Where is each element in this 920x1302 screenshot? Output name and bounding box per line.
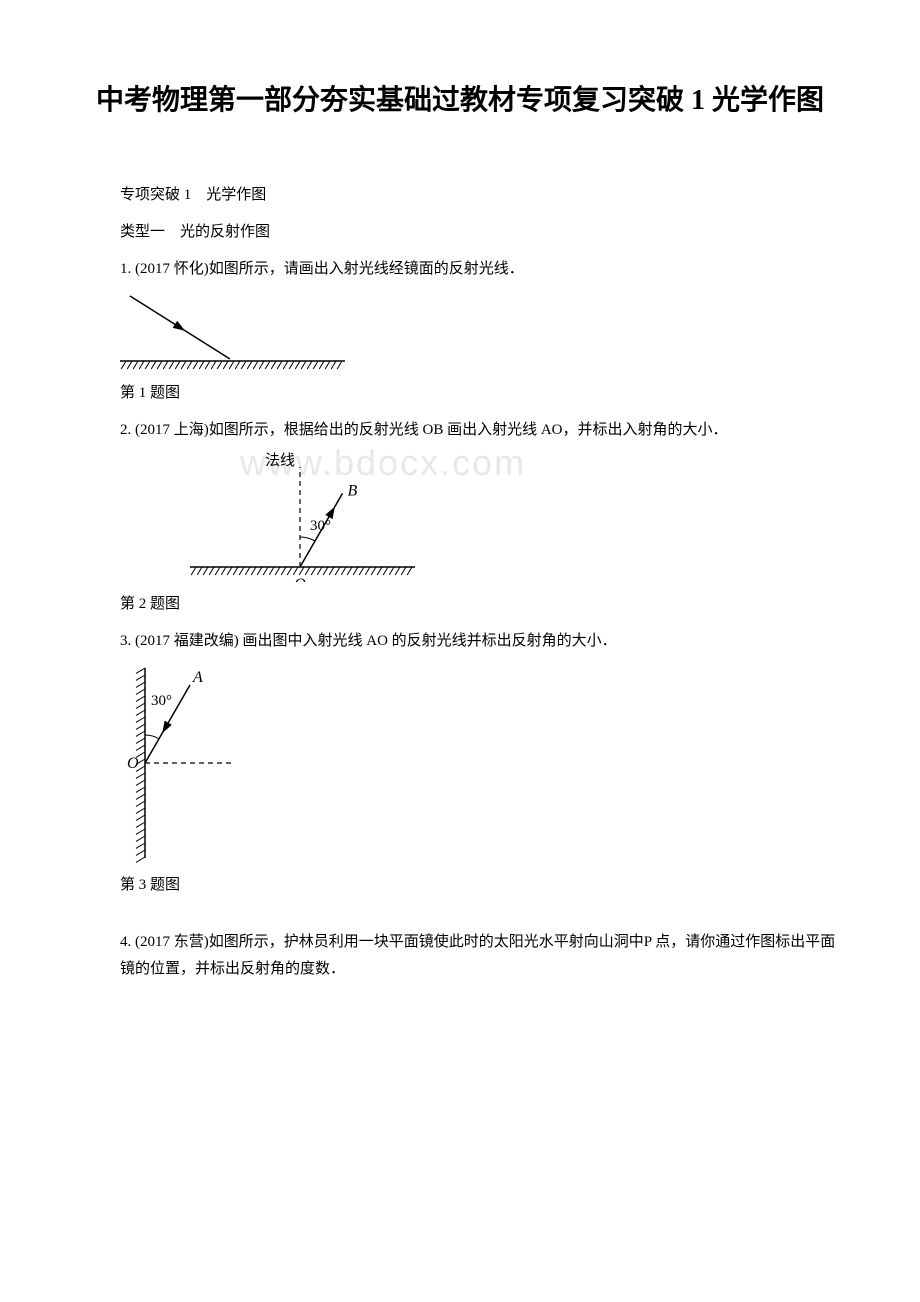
svg-text:A: A [192, 669, 203, 686]
figure-1 [120, 291, 840, 376]
question-1-text: 1. (2017 怀化)如图所示，请画出入射光线经镜面的反射光线． [120, 256, 840, 283]
svg-text:O: O [127, 755, 139, 772]
figure-3: 30° A O [120, 663, 840, 868]
figure-3-svg: 30° A O [120, 663, 270, 863]
page-title: 中考物理第一部分夯实基础过教材专项复习突破 1 光学作图 [80, 80, 840, 122]
figure-2: www.bdocx.com 法线30°BO [120, 452, 840, 587]
question-3-text: 3. (2017 福建改编) 画出图中入射光线 AO 的反射光线并标出反射角的大… [120, 628, 840, 655]
figure-1-caption: 第 1 题图 [120, 381, 840, 402]
figure-3-caption: 第 3 题图 [120, 873, 840, 894]
svg-text:30°: 30° [151, 693, 172, 709]
svg-text:O: O [294, 576, 306, 582]
subtype-label: 类型一 光的反射作图 [120, 219, 840, 246]
question-2-text: 2. (2017 上海)如图所示，根据给出的反射光线 OB 画出入射光线 AO，… [120, 417, 840, 444]
svg-text:B: B [348, 482, 358, 499]
svg-text:30°: 30° [310, 518, 331, 534]
figure-2-svg: 法线 30° B O [190, 452, 420, 582]
question-4-text: 4. (2017 东营)如图所示，护林员利用一块平面镜使此时的太阳光水平射向山洞… [120, 929, 840, 983]
figure-1-svg [120, 291, 350, 371]
svg-text:法线: 法线 [265, 452, 295, 469]
section-label: 专项突破 1 光学作图 [120, 182, 840, 209]
figure-2-caption: 第 2 题图 [120, 592, 840, 613]
